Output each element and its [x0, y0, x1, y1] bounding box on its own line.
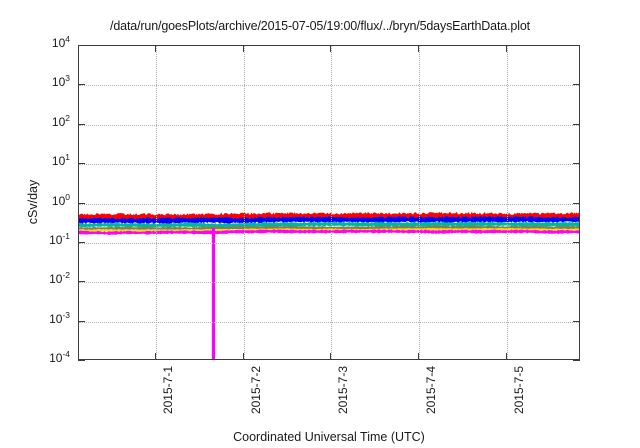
data-series-canvas [79, 211, 579, 359]
y-axis-tick [78, 360, 85, 361]
y-axis-tick-label: 104 [51, 34, 70, 50]
x-axis-tick-top [418, 45, 420, 52]
y-axis-tick-label: 10-1 [49, 230, 70, 247]
y-axis-tick [78, 202, 85, 204]
y-axis-tick [78, 45, 85, 46]
y-axis-tick-right [573, 360, 580, 361]
y-axis-tick [78, 123, 85, 125]
x-axis-tick-top [155, 45, 157, 52]
dropout-spike [211, 228, 216, 359]
y-axis-tick-right [573, 163, 580, 165]
x-axis-label: Coordinated Universal Time (UTC) [233, 430, 425, 444]
gridline-horizontal [79, 242, 579, 244]
x-axis-tick-label: 2015-7-2 [249, 366, 264, 415]
y-axis-tick-right [573, 202, 580, 204]
gridline-horizontal [79, 85, 579, 87]
y-axis-tick-right [573, 123, 580, 125]
x-axis-tick [243, 353, 245, 360]
x-axis-tick [506, 353, 508, 360]
page-title: /data/run/goesPlots/archive/2015-07-05/1… [110, 19, 530, 33]
gridline-vertical [331, 46, 333, 359]
x-axis-tick-label: 2015-7-4 [424, 366, 439, 415]
y-axis-tick-label: 102 [51, 112, 70, 129]
gridline-vertical [507, 46, 509, 359]
gridline-vertical [156, 46, 158, 359]
x-axis-tick-label: 2015-7-3 [336, 366, 351, 415]
gridline-vertical [244, 46, 246, 359]
y-axis-tick [78, 163, 85, 165]
gridline-horizontal [79, 124, 579, 126]
y-axis-tick-label: 101 [51, 152, 70, 169]
x-axis-tick [418, 353, 420, 360]
y-axis-tick-label: 10-4 [49, 349, 70, 365]
y-axis-tick [78, 320, 85, 322]
y-axis-tick-label: 103 [51, 73, 70, 90]
y-axis-tick-right [573, 320, 580, 322]
gridline-horizontal [79, 203, 579, 205]
gridline-horizontal [79, 164, 579, 166]
y-axis-tick-right [573, 84, 580, 86]
x-axis-tick [330, 353, 332, 360]
y-axis-tick-label: 10-3 [49, 309, 70, 326]
y-axis-tick [78, 241, 85, 243]
y-axis-tick [78, 281, 85, 283]
x-axis-tick-top [506, 45, 508, 52]
y-axis-tick-label: 10-2 [49, 270, 70, 287]
x-axis-tick-label: 2015-7-1 [161, 366, 176, 415]
gridline-horizontal [79, 282, 579, 284]
gridline-horizontal [79, 321, 579, 323]
y-axis-tick-right [573, 241, 580, 243]
x-axis-tick [155, 353, 157, 360]
y-axis-tick-right [573, 281, 580, 283]
y-axis-tick-right [573, 45, 580, 46]
x-axis-tick-top [330, 45, 332, 52]
plot-area [78, 45, 580, 360]
gridline-vertical [419, 46, 421, 359]
y-axis-tick-label: 100 [51, 191, 70, 208]
x-axis-tick-top [243, 45, 245, 52]
y-axis-tick [78, 84, 85, 86]
x-axis-tick-label: 2015-7-5 [512, 366, 527, 415]
